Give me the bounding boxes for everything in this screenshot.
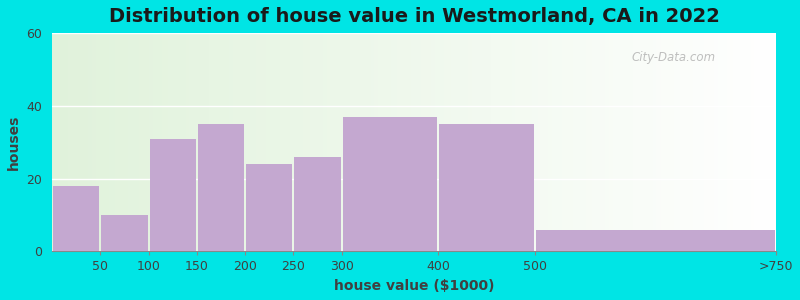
Bar [198,124,244,251]
Bar [53,186,99,251]
Bar [294,157,341,251]
Bar [439,124,534,251]
Bar [246,164,292,251]
Bar [342,117,437,251]
Bar [102,215,148,251]
Bar [150,139,196,251]
Bar [439,124,534,251]
Y-axis label: houses: houses [7,115,21,170]
Bar [294,157,341,251]
Bar [53,186,99,251]
Bar [246,164,292,251]
Bar [198,124,244,251]
Bar [535,230,775,251]
Bar [535,230,775,251]
Text: City-Data.com: City-Data.com [631,50,715,64]
Bar [150,139,196,251]
Bar [102,215,148,251]
Bar [342,117,437,251]
X-axis label: house value ($1000): house value ($1000) [334,279,494,293]
Title: Distribution of house value in Westmorland, CA in 2022: Distribution of house value in Westmorla… [109,7,719,26]
